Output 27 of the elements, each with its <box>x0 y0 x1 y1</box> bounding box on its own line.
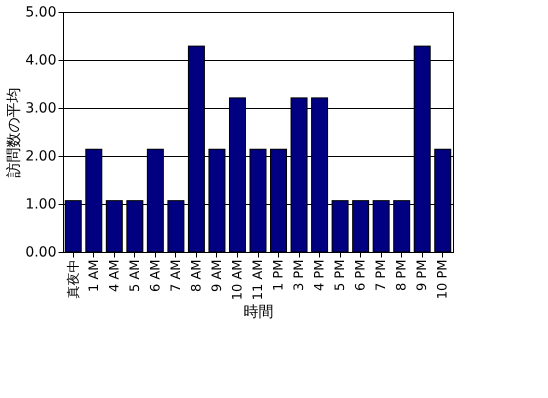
y-axis-title: 訪問数の平均 <box>4 88 22 178</box>
x-tick-label: 真夜中 <box>65 260 82 298</box>
x-tick-label: 6 AM <box>148 260 164 292</box>
x-tick-label: 6 PM <box>354 260 369 291</box>
x-tick-label: 4 PM <box>312 260 328 291</box>
y-tick-label: 2.00 <box>25 148 56 164</box>
x-tick-label: 8 PM <box>394 260 410 291</box>
x-tick-label: 1 AM <box>86 260 102 292</box>
x-tick-label: 10 AM <box>230 260 246 300</box>
x-tick-label: 5 PM <box>333 260 348 291</box>
x-axis-title: 時間 <box>244 302 274 320</box>
x-tick-label: 7 PM <box>374 260 390 291</box>
x-tick-label: 9 AM <box>210 260 225 292</box>
x-tick-label: 10 PM <box>436 260 451 300</box>
x-tick-label: 3 PM <box>292 260 308 291</box>
x-tick-label: 1 PM <box>272 260 287 291</box>
x-tick-label: 8 AM <box>189 260 204 292</box>
x-tick-label: 7 AM <box>168 260 184 292</box>
x-tick-label: 4 AM <box>107 260 122 292</box>
y-tick-label: 5.00 <box>25 4 56 20</box>
x-tick-label: 11 AM <box>251 260 266 300</box>
x-tick-label: 9 PM <box>415 260 430 291</box>
y-tick-label: 0.00 <box>25 244 56 260</box>
y-tick-label: 3.00 <box>25 100 56 116</box>
x-tick-label: 5 AM <box>128 260 143 292</box>
y-tick-label: 1.00 <box>25 196 56 212</box>
y-tick-label: 4.00 <box>25 52 56 68</box>
